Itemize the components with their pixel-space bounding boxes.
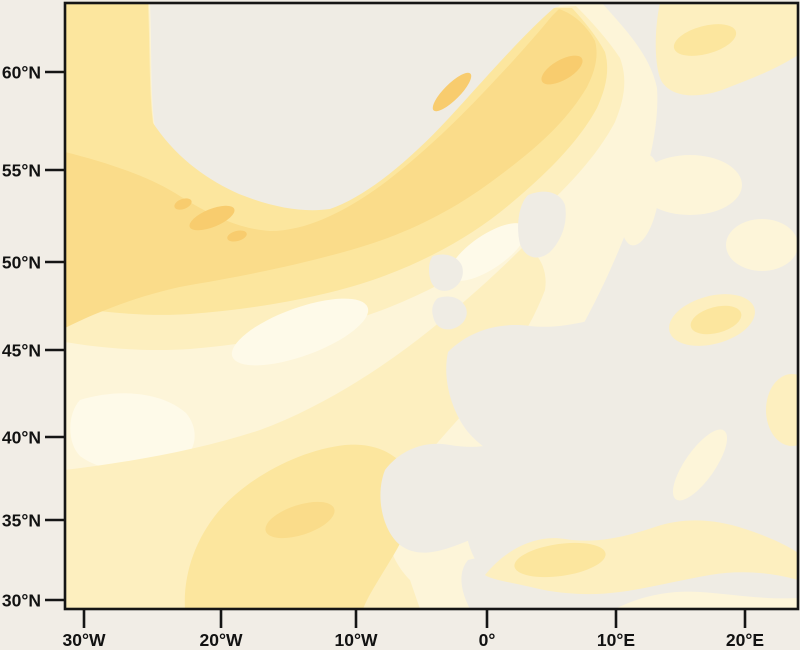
contour-level2-south-mass xyxy=(65,245,546,609)
x-tick-label: 20°W xyxy=(200,630,243,650)
contour-trough-cores xyxy=(70,223,527,473)
y-axis-ticks: 60°N 55°N 50°N 45°N 40°N 35°N 30°N xyxy=(2,63,65,611)
adriatic-cream-streak xyxy=(672,429,728,501)
y-tick-label: 50°N xyxy=(2,253,41,273)
mediterranean-patches xyxy=(485,520,798,609)
y-tick-label: 55°N xyxy=(2,161,41,181)
y-tick-label: 45°N xyxy=(2,341,41,361)
north-sea-gray-patch xyxy=(518,191,566,258)
britain-gray-patch-a xyxy=(429,254,463,291)
east-mid-light xyxy=(690,305,742,335)
bottom-right-cream xyxy=(615,591,798,609)
baltic-cream xyxy=(638,155,742,215)
east-edge-pale xyxy=(766,374,798,446)
denmark-cream-streak xyxy=(620,154,660,246)
x-tick-label: 0° xyxy=(479,630,496,650)
contour-level4-south-spot xyxy=(265,501,335,539)
scandinavia-light xyxy=(673,24,737,56)
britain-gray-patch-b xyxy=(432,296,467,330)
east-cream xyxy=(726,219,798,271)
y-tick-label: 35°N xyxy=(2,511,41,531)
y-tick-label: 40°N xyxy=(2,428,41,448)
x-tick-label: 10°W xyxy=(335,630,378,650)
x-tick-label: 30°W xyxy=(63,630,106,650)
east-pale-patches xyxy=(620,3,798,501)
scandinavia-pale xyxy=(655,3,798,96)
x-tick-label: 20°E xyxy=(726,630,764,650)
contour-level4-band-core xyxy=(65,9,597,328)
map-plot-area xyxy=(65,3,798,609)
x-tick-label: 10°E xyxy=(597,630,635,650)
y-tick-label: 60°N xyxy=(2,63,41,83)
contour-level5-spots xyxy=(174,55,583,242)
x-axis-ticks: 30°W 20°W 10°W 0° 10°E 20°E xyxy=(63,609,764,650)
plot-border xyxy=(63,1,800,611)
y-tick-label: 30°N xyxy=(2,591,41,611)
west-med-light xyxy=(514,542,606,578)
